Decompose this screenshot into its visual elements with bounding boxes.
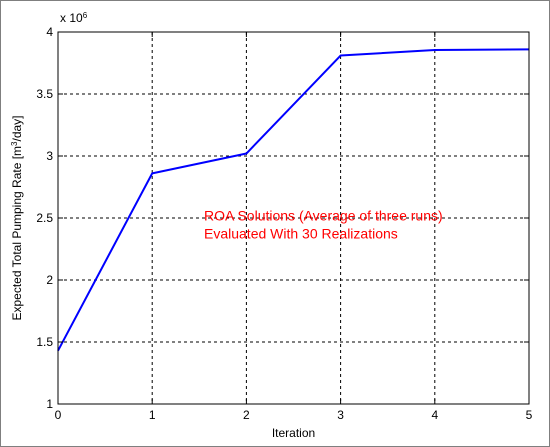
annotation-line: Evaluated With 30 Realizations [204,225,398,241]
series-line [57,48,530,352]
x-tick-label: 5 [526,408,533,422]
annotations: ROA Solutions (Average of three runs) Eva… [204,207,443,241]
x-tick-label: 4 [431,408,438,422]
y-tick-label: 4 [46,25,53,39]
x-tick-label: 1 [149,408,156,422]
annotation-line: ROA Solutions (Average of three runs) [204,207,443,223]
annotation-text: ROA Solutions (Average of three runs) Eva… [204,207,443,241]
y-tick-label: 3 [46,149,53,163]
y-tick-label: 3.5 [36,87,53,101]
ticks [57,31,530,405]
y-tick-label: 2 [46,273,53,287]
y-tick-label: 2.5 [36,211,53,225]
series-group [57,48,530,352]
tick-labels: 0 1 2 3 4 511.522.533.54 [36,25,532,422]
y-axis-label: Expected Total Pumping Rate [m3/day] [10,115,25,320]
x-tick-label: 2 [243,408,250,422]
y-tick-label: 1 [46,397,53,411]
x-axis-label: Iteration [272,426,315,440]
x-tick-label: 3 [337,408,344,422]
y-axis-multiplier: x 106 [60,11,88,26]
y-tick-label: 1.5 [36,335,53,349]
x-tick-label: 0 [55,408,62,422]
